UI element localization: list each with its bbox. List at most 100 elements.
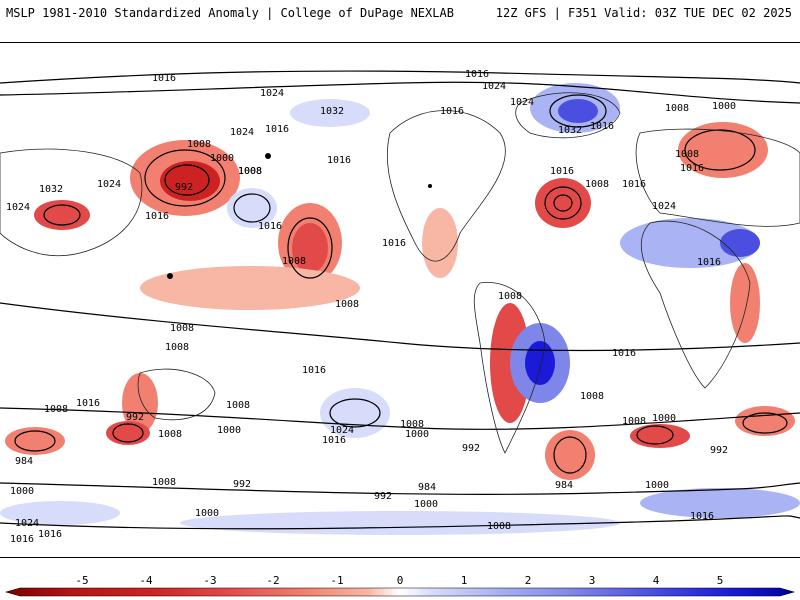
isobar-label: 1016 bbox=[590, 121, 614, 132]
isobar-label: 984 bbox=[555, 480, 573, 491]
isobar-label: 1024 bbox=[510, 97, 534, 108]
isobar-low bbox=[684, 129, 756, 171]
isobar-label: 1024 bbox=[230, 127, 254, 138]
low-center-marker bbox=[265, 153, 271, 159]
isobar-low bbox=[287, 217, 333, 279]
isobar-high bbox=[549, 94, 607, 128]
colorbar-tick-label: -5 bbox=[75, 574, 88, 587]
isobar-label: 1016 bbox=[322, 435, 346, 446]
isobar-label: 1008 bbox=[498, 291, 522, 302]
neg-anomaly-area bbox=[140, 266, 360, 310]
anomaly-map: 1016 1024 1016 1024 1008 1000 1024 1032 … bbox=[0, 69, 800, 545]
neg-anomaly-area bbox=[735, 406, 795, 436]
isobar-label: 1016 bbox=[690, 511, 714, 522]
isobar-label: 992 bbox=[374, 491, 392, 502]
colorbar-tick-label: 0 bbox=[397, 574, 404, 587]
map-title: MSLP 1981-2010 Standardized Anomaly | Co… bbox=[6, 6, 454, 20]
isobar-line bbox=[0, 81, 800, 104]
isobar-low bbox=[164, 164, 210, 196]
isobar-label: 1000 bbox=[645, 480, 669, 491]
isobar-label: 1008 bbox=[665, 103, 689, 114]
isobar-label: 1008 bbox=[487, 521, 511, 532]
neg-anomaly-area bbox=[535, 178, 591, 228]
isobar-label: 1024 bbox=[6, 202, 30, 213]
colorbar-tick-label: -2 bbox=[266, 574, 279, 587]
isobar-low bbox=[112, 423, 144, 443]
low-center-marker bbox=[428, 184, 432, 188]
isobar-label: 1000 bbox=[652, 413, 676, 424]
colorbar-tick-label: 4 bbox=[653, 574, 660, 587]
south-america-outline bbox=[473, 281, 546, 454]
colorbar-tick-label: 5 bbox=[717, 574, 724, 587]
isobar-label: 1016 bbox=[622, 179, 646, 190]
isobar-label: 1000 bbox=[10, 486, 34, 497]
isobar-label: 1008 bbox=[170, 323, 194, 334]
isobar-label: 1016 bbox=[258, 221, 282, 232]
isobar-label: 1024 bbox=[260, 88, 284, 99]
isobar-low bbox=[43, 204, 81, 226]
colorbar-tick-label: -4 bbox=[139, 574, 153, 587]
north-america-outline bbox=[386, 110, 506, 262]
isobar-low bbox=[544, 186, 582, 220]
neg-anomaly-area bbox=[122, 373, 158, 433]
isobar-line bbox=[0, 302, 800, 352]
isobar-low bbox=[742, 412, 788, 434]
isobar-label: 1024 bbox=[330, 425, 354, 436]
asia-outline bbox=[0, 148, 143, 257]
neg-anomaly-core bbox=[292, 223, 328, 273]
isobar-line bbox=[0, 515, 800, 530]
isobar-label: 1008 bbox=[238, 166, 262, 177]
colorbar-tick-label: 2 bbox=[525, 574, 532, 587]
pos-anomaly-area bbox=[180, 511, 620, 535]
isobar-label: 1008 bbox=[335, 299, 359, 310]
isobar-high bbox=[329, 398, 381, 428]
isobar-label: 1008 bbox=[400, 419, 424, 430]
isobar-low bbox=[636, 425, 674, 445]
neg-anomaly-area bbox=[545, 430, 595, 480]
isobar-label: 1008 bbox=[585, 179, 609, 190]
low-center-marker bbox=[167, 273, 173, 279]
neg-anomaly-area bbox=[730, 263, 760, 343]
isobar-label: 1008 bbox=[187, 139, 211, 150]
pos-anomaly-core bbox=[720, 229, 760, 257]
colorbar-ticks: -5 -4 -3 -2 -1 0 1 2 3 4 5 bbox=[75, 574, 723, 587]
colorbar-legend: -5 -4 -3 -2 -1 0 1 2 3 4 5 bbox=[4, 574, 796, 597]
neg-anomaly-area bbox=[422, 208, 458, 278]
isobar-high bbox=[233, 193, 271, 223]
map-panel: 1016 1024 1016 1024 1008 1000 1024 1032 … bbox=[0, 42, 800, 558]
australia-outline bbox=[137, 368, 216, 421]
isobar-label: 1032 bbox=[558, 125, 582, 136]
isobar-label: 1016 bbox=[550, 166, 574, 177]
isobar-label: 1016 bbox=[10, 534, 34, 545]
greenland-outline bbox=[515, 92, 621, 139]
isobar-label: 992 bbox=[462, 443, 480, 454]
isobar-label: 1016 bbox=[327, 155, 351, 166]
isobar-label: 1008 bbox=[675, 149, 699, 160]
isobar-label: 1008 bbox=[152, 477, 176, 488]
pressure-centers bbox=[167, 153, 432, 279]
isobar-label: 1032 bbox=[39, 184, 63, 195]
isobar-label: 1016 bbox=[302, 365, 326, 376]
colorbar-strip bbox=[4, 587, 796, 597]
isobar-label: 1016 bbox=[265, 124, 289, 135]
pos-anomaly-area bbox=[290, 99, 370, 127]
isobar-label: 1016 bbox=[697, 257, 721, 268]
colorbar-tick-label: -1 bbox=[330, 574, 343, 587]
isobar-label: 1000 bbox=[414, 499, 438, 510]
africa-outline bbox=[640, 220, 751, 389]
colorbar-tick-label: -3 bbox=[203, 574, 216, 587]
isobar-label: 1008 bbox=[282, 256, 306, 267]
neg-anomaly-area bbox=[34, 200, 90, 230]
isobar-label: 1024 bbox=[97, 179, 121, 190]
isobar-label: 1024 bbox=[482, 81, 506, 92]
isobar-label: 1016 bbox=[680, 163, 704, 174]
isobar-label: 984 bbox=[15, 456, 33, 467]
isobar-label: 1016 bbox=[382, 238, 406, 249]
pos-anomaly-area bbox=[0, 501, 120, 525]
isobar-label: 1000 bbox=[195, 508, 219, 519]
isobar-label: 1016 bbox=[76, 398, 100, 409]
isobar-label: 1032 bbox=[320, 106, 344, 117]
isobar-label: 1008 bbox=[44, 404, 68, 415]
isobar-line bbox=[0, 482, 800, 495]
isobar-label: 1000 bbox=[712, 101, 736, 112]
